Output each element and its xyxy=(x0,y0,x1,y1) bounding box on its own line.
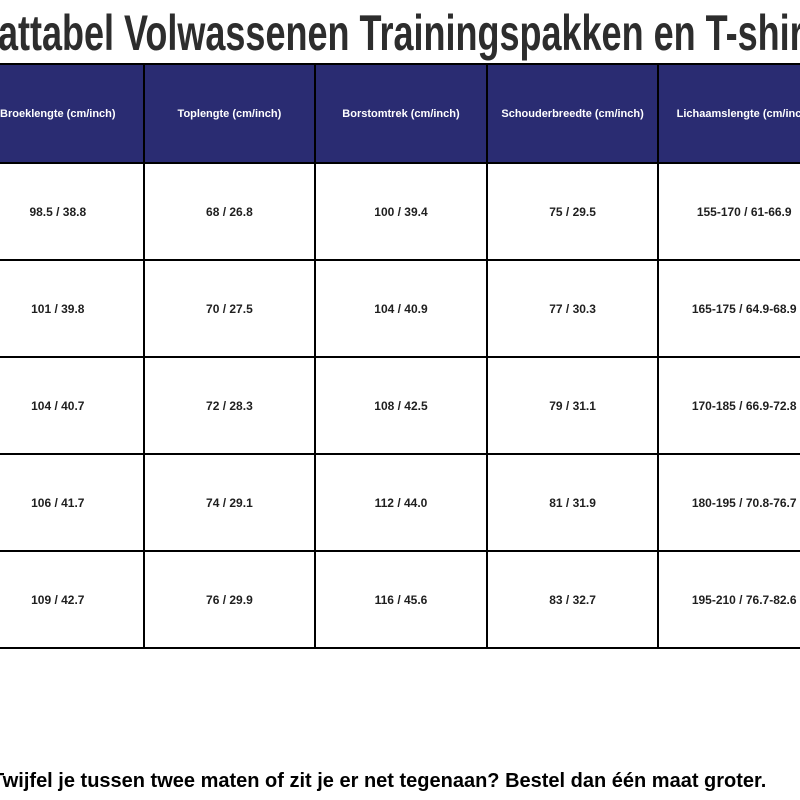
table-cell: 68 / 26.8 xyxy=(142,162,317,261)
table-cell: 116 / 45.6 xyxy=(314,550,488,649)
sizing-advice-note: Twijfel je tussen twee maten of zit je e… xyxy=(0,770,767,792)
table-cell: 104 / 40.7 xyxy=(0,356,145,455)
table-cell: 75 / 29.5 xyxy=(485,162,660,261)
table-row: 104 / 40.7 72 / 28.3 108 / 42.5 79 / 31.… xyxy=(0,356,800,455)
table-cell: 112 / 44.0 xyxy=(314,453,488,552)
table-cell: 195-210 / 76.7-82.6 xyxy=(657,550,800,649)
table-row: 106 / 41.7 74 / 29.1 112 / 44.0 81 / 31.… xyxy=(0,453,800,552)
table-cell: 77 / 30.3 xyxy=(485,259,660,358)
table-cell: 170-185 / 66.9-72.8 xyxy=(657,356,800,455)
table-cell: 98.5 / 38.8 xyxy=(0,162,145,261)
col-header-lichaamslengte: Lichaamslengte (cm/inch) xyxy=(657,63,800,164)
table-header-row: Broeklengte (cm/inch) Toplengte (cm/inch… xyxy=(0,63,800,164)
table-row: 98.5 / 38.8 68 / 26.8 100 / 39.4 75 / 29… xyxy=(0,162,800,261)
page-title: Maattabel Volwassenen Trainingspakken en… xyxy=(0,5,800,61)
table-cell: 180-195 / 70.8-76.7 xyxy=(657,453,800,552)
table-cell: 109 / 42.7 xyxy=(0,550,145,649)
table-cell: 76 / 29.9 xyxy=(142,550,317,649)
table-row: 101 / 39.8 70 / 27.5 104 / 40.9 77 / 30.… xyxy=(0,259,800,358)
col-header-broeklengte: Broeklengte (cm/inch) xyxy=(0,63,145,164)
table-cell: 101 / 39.8 xyxy=(0,259,145,358)
table-cell: 104 / 40.9 xyxy=(314,259,488,358)
table-cell: 165-175 / 64.9-68.9 xyxy=(657,259,800,358)
col-header-toplengte: Toplengte (cm/inch) xyxy=(142,63,317,164)
table-cell: 83 / 32.7 xyxy=(485,550,660,649)
table-cell: 108 / 42.5 xyxy=(314,356,488,455)
table-cell: 155-170 / 61-66.9 xyxy=(657,162,800,261)
table-row: 109 / 42.7 76 / 29.9 116 / 45.6 83 / 32.… xyxy=(0,550,800,649)
col-header-schouderbreedte: Schouderbreedte (cm/inch) xyxy=(485,63,660,164)
table-cell: 72 / 28.3 xyxy=(142,356,317,455)
table-cell: 100 / 39.4 xyxy=(314,162,488,261)
table-cell: 70 / 27.5 xyxy=(142,259,317,358)
size-table: Broeklengte (cm/inch) Toplengte (cm/inch… xyxy=(0,63,800,649)
table-cell: 79 / 31.1 xyxy=(485,356,660,455)
table-cell: 81 / 31.9 xyxy=(485,453,660,552)
col-header-borstomtrek: Borstomtrek (cm/inch) xyxy=(314,63,488,164)
table-cell: 74 / 29.1 xyxy=(142,453,317,552)
table-cell: 106 / 41.7 xyxy=(0,453,145,552)
